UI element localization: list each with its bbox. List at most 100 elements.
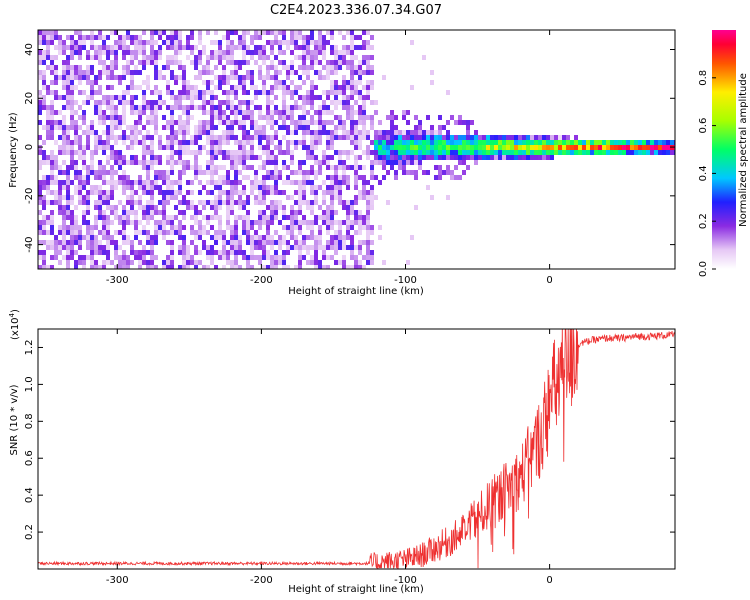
spectrogram-cell: [150, 185, 154, 190]
y-tick-label: 0.4: [24, 487, 35, 503]
spectrogram-cell: [350, 95, 354, 100]
spectrogram-cell: [206, 215, 210, 220]
spectrogram-cell: [534, 145, 538, 150]
spectrogram-cell: [142, 155, 146, 160]
spectrogram-cell: [238, 155, 242, 160]
spectrogram-cell: [170, 230, 174, 235]
spectrogram-cell: [170, 190, 174, 195]
spectrogram-cell: [182, 65, 186, 70]
spectrogram-cell: [106, 135, 110, 140]
spectrogram-cell: [82, 40, 86, 45]
spectrogram-cell: [554, 150, 558, 155]
spectrogram-cell: [410, 140, 414, 145]
spectrogram-cell: [278, 60, 282, 65]
spectrogram-cell: [118, 180, 122, 185]
spectrogram-cell: [58, 45, 62, 50]
spectrogram-cell: [134, 125, 138, 130]
spectrogram-cell: [74, 165, 78, 170]
spectrogram-cell: [122, 215, 126, 220]
spectrogram-cell: [570, 150, 574, 155]
spectrogram-cell: [242, 60, 246, 65]
spectrogram-cell: [170, 130, 174, 135]
spectrogram-cell: [122, 140, 126, 145]
spectrogram-cell: [230, 85, 234, 90]
spectrogram-cell: [178, 175, 182, 180]
spectrogram-cell: [214, 125, 218, 130]
spectrogram-cell: [186, 55, 190, 60]
spectrogram-cell: [390, 160, 394, 165]
spectrogram-cell: [214, 150, 218, 155]
spectrogram-cell: [298, 85, 302, 90]
spectrogram-cell: [170, 160, 174, 165]
spectrogram-cell: [246, 140, 250, 145]
spectrogram-cell: [358, 240, 362, 245]
spectrogram-cell: [54, 120, 58, 125]
spectrogram-cell: [350, 45, 354, 50]
spectrogram-cell: [358, 105, 362, 110]
spectrogram-cell: [366, 130, 370, 135]
spectrogram-cell: [654, 140, 658, 145]
spectrogram-cell: [222, 65, 226, 70]
spectrogram-cell: [146, 230, 150, 235]
spectrogram-cell: [122, 260, 126, 265]
spectrogram-cell: [238, 265, 242, 269]
spectrogram-cell: [554, 135, 558, 140]
spectrogram-cell: [82, 145, 86, 150]
spectrogram-cell: [326, 220, 330, 225]
spectrogram-cell: [270, 115, 274, 120]
spectrogram-cell: [222, 175, 226, 180]
spectrogram-cell: [302, 50, 306, 55]
spectrogram-cell: [314, 40, 318, 45]
spectrogram-cell: [98, 190, 102, 195]
spectrogram-cell: [246, 225, 250, 230]
spectrogram-cell: [174, 135, 178, 140]
spectrogram-cell: [358, 225, 362, 230]
x-tick-label: -200: [250, 275, 273, 286]
spectrogram-cell: [62, 75, 66, 80]
spectrogram-cell: [582, 140, 586, 145]
spectrogram-cell: [198, 230, 202, 235]
spectrogram-cell: [318, 245, 322, 250]
spectrogram-cell: [290, 140, 294, 145]
spectrogram-cell: [350, 75, 354, 80]
spectrogram-cell: [310, 140, 314, 145]
spectrogram-cell: [106, 155, 110, 160]
spectrogram-cell: [182, 75, 186, 80]
spectrogram-cell: [250, 55, 254, 60]
spectrogram-cell: [222, 110, 226, 115]
spectrogram-cell: [50, 55, 54, 60]
spectrogram-cell: [134, 65, 138, 70]
spectrogram-cell: [202, 130, 206, 135]
spectrogram-cell: [274, 240, 278, 245]
spectrogram-cell: [358, 120, 362, 125]
spectrogram-cell: [54, 70, 58, 75]
spectrogram-cell: [238, 120, 242, 125]
spectrogram-cell: [250, 220, 254, 225]
spectrogram-cell: [198, 200, 202, 205]
spectrogram-cell: [246, 150, 250, 155]
spectrogram-cell: [234, 250, 238, 255]
spectrogram-cell: [206, 125, 210, 130]
spectrogram-cell: [306, 245, 310, 250]
spectrogram-cell: [294, 130, 298, 135]
spectrogram-cell: [342, 260, 346, 265]
spectrogram-cell: [554, 145, 558, 150]
spectrogram-cell: [442, 150, 446, 155]
spectrogram-cell: [238, 105, 242, 110]
spectrogram-cell: [98, 115, 102, 120]
spectrogram-cell: [178, 90, 182, 95]
spectrogram-cell: [350, 245, 354, 250]
spectrogram-cell: [370, 195, 374, 200]
spectrogram-cell: [154, 160, 158, 165]
spectrogram-cell: [354, 120, 358, 125]
spectrogram-cell: [322, 45, 326, 50]
spectrogram-cell: [346, 95, 350, 100]
spectrogram-cell: [474, 140, 478, 145]
spectrogram-cell: [334, 190, 338, 195]
spectrogram-cell: [42, 80, 46, 85]
spectrogram-cell: [270, 150, 274, 155]
spectrogram-cell: [130, 110, 134, 115]
spectrogram-cell: [366, 90, 370, 95]
spectrogram-cell: [382, 260, 386, 265]
spectrogram-cell: [406, 110, 410, 115]
